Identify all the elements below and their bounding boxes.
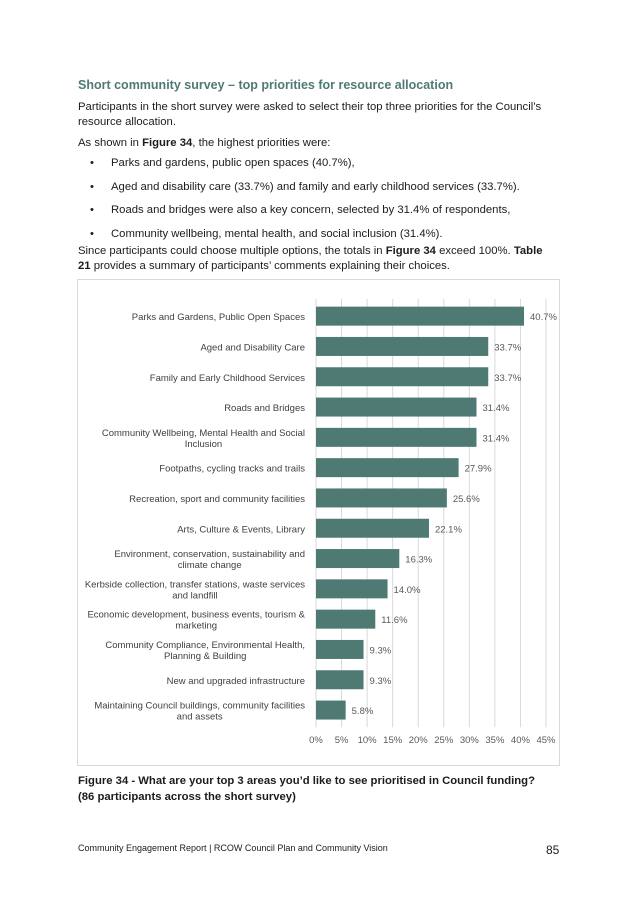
category-label: Roads and Bridges: [224, 403, 305, 414]
x-tick-label: 35%: [485, 735, 505, 746]
bar: [316, 609, 376, 629]
figure-reference: Figure 34: [385, 245, 436, 257]
x-tick-label: 15%: [383, 735, 403, 746]
summary-text-1: Since participants could choose multiple…: [78, 245, 386, 257]
bar-chart-svg: 40.7% Parks and Gardens, Public Open Spac…: [85, 299, 558, 746]
category-label: Community Wellbeing, Mental Health and S…: [102, 428, 305, 439]
list-item: Aged and disability care (33.7%) and fam…: [78, 180, 558, 204]
shown-prefix: As shown in: [78, 137, 143, 149]
x-tick-label: 20%: [409, 735, 429, 746]
category-label: Footpaths, cycling tracks and trails: [159, 464, 305, 475]
x-tick-label: 30%: [460, 735, 480, 746]
figure-reference: Figure 34: [142, 137, 193, 149]
category-label: Economic development, business events, t…: [87, 610, 305, 621]
bar-value-label: 31.4%: [482, 403, 509, 414]
category-label: Kerbside collection, transfer stations, …: [85, 579, 305, 590]
bar: [316, 306, 525, 326]
section-heading: Short community survey – top priorities …: [78, 78, 454, 92]
bar: [316, 700, 346, 720]
footer-text: Community Engagement Report | RCOW Counc…: [78, 843, 388, 853]
bar-chart: 40.7% Parks and Gardens, Public Open Spac…: [77, 279, 560, 766]
bar: [316, 397, 477, 417]
x-tick-label: 0%: [309, 735, 323, 746]
x-tick-label: 25%: [434, 735, 454, 746]
intro-paragraph: Participants in the short survey were as…: [78, 101, 542, 128]
category-label: Parks and Gardens, Public Open Spaces: [132, 312, 305, 323]
category-label: Community Compliance, Environmental Heal…: [105, 640, 305, 651]
category-label: Family and Early Childhood Services: [150, 373, 305, 384]
bar: [316, 336, 489, 356]
bar-value-label: 31.4%: [482, 433, 509, 444]
summary-text-3: provides a summary of participants’ comm…: [90, 260, 450, 272]
x-tick-label: 40%: [511, 735, 531, 746]
bar-value-label: 9.3%: [370, 645, 392, 656]
shown-suffix: , the highest priorities were:: [192, 137, 331, 149]
bar-value-label: 5.8%: [352, 706, 374, 717]
bar-value-label: 33.7%: [494, 342, 521, 353]
category-label: Aged and Disability Care: [200, 342, 305, 353]
table-reference: Table 21: [78, 245, 543, 272]
list-item: Parks and gardens, public open spaces (4…: [78, 156, 558, 180]
bar: [316, 458, 459, 478]
bar: [316, 367, 489, 387]
bar: [316, 427, 477, 447]
bar-value-label: 27.9%: [465, 464, 492, 475]
priority-list: Parks and gardens, public open spaces (4…: [78, 156, 558, 250]
bar-value-label: 40.7%: [530, 312, 557, 323]
bar-value-label: 11.6%: [381, 615, 408, 626]
page-number: 85: [546, 843, 560, 857]
category-label: and assets: [177, 712, 223, 723]
bar: [316, 579, 388, 599]
bar: [316, 670, 364, 690]
x-tick-label: 10%: [358, 735, 378, 746]
bar-value-label: 9.3%: [370, 676, 392, 687]
summary-paragraph: Since participants could choose multiple…: [78, 244, 558, 274]
summary-text-2: exceed 100%.: [435, 245, 514, 257]
bar: [316, 549, 400, 569]
category-label: and landfill: [172, 590, 217, 601]
category-label: Maintaining Council buildings, community…: [94, 701, 305, 712]
bar: [316, 518, 429, 538]
category-label: marketing: [175, 621, 217, 632]
bar-value-label: 22.1%: [435, 524, 462, 535]
list-item: Roads and bridges were also a key concer…: [78, 203, 558, 227]
x-tick-label: 5%: [335, 735, 349, 746]
bar-value-label: 33.7%: [494, 373, 521, 384]
category-label: Arts, Culture & Events, Library: [177, 524, 305, 535]
bar: [316, 488, 447, 508]
shown-paragraph: As shown in Figure 34, the highest prior…: [78, 136, 558, 151]
bar-value-label: 25.6%: [453, 494, 480, 505]
category-label: New and upgraded infrastructure: [167, 676, 305, 687]
bar: [316, 639, 364, 659]
bar-value-label: 14.0%: [394, 585, 421, 596]
list-item: Community wellbeing, mental health, and …: [78, 227, 558, 251]
category-label: Environment, conservation, sustainabilit…: [114, 549, 305, 560]
category-label: Recreation, sport and community faciliti…: [129, 494, 305, 505]
bar-value-label: 16.3%: [405, 555, 432, 566]
category-label: Planning & Building: [164, 651, 246, 662]
x-tick-label: 45%: [536, 735, 556, 746]
category-label: Inclusion: [185, 439, 223, 450]
figure-caption: Figure 34 - What are your top 3 areas yo…: [78, 775, 535, 803]
category-label: climate change: [178, 560, 242, 571]
